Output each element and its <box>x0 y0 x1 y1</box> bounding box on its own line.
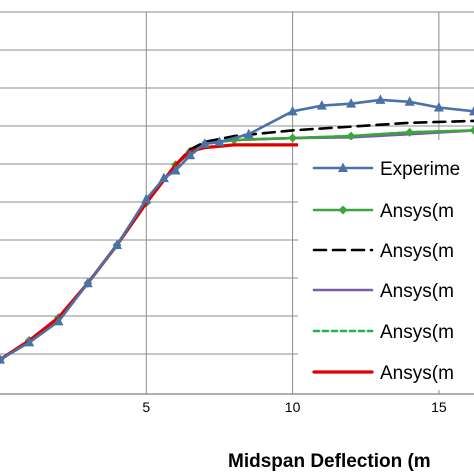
x-tick-label-5: 5 <box>142 399 150 415</box>
series-1-point-11 <box>214 136 225 146</box>
legend: Experime Ansys(m Ansys(m Ansys(m Ansys(m Ansy… <box>298 140 474 390</box>
series-1-point-7 <box>158 172 169 183</box>
series-1-point-14 <box>316 100 327 110</box>
series-lines <box>0 94 474 365</box>
series-1-point-2 <box>24 336 35 347</box>
series-1-point-3 <box>53 315 64 326</box>
series-1-point-15 <box>346 98 357 108</box>
series-1-point-8 <box>170 165 181 175</box>
series-1-point-10 <box>199 138 210 148</box>
series-1-point-6 <box>141 193 152 204</box>
legend-entry-5: Ansys(m <box>312 322 454 343</box>
legend-entry-4: Ansys(m <box>312 281 454 302</box>
legend-label-6: Ansys(m <box>380 363 454 384</box>
series-1-point-16 <box>375 94 386 104</box>
legend-entry-3: Ansys(m <box>312 241 454 262</box>
legend-label-3: Ansys(m <box>380 241 454 262</box>
series-1 <box>0 94 474 364</box>
x-axis-label: Midspan Deflection (m <box>228 451 431 472</box>
series-1-point-18 <box>433 102 444 112</box>
legend-entry-6: Ansys(m <box>312 363 454 384</box>
legend-label-1: Experime <box>380 159 460 180</box>
x-tick-labels: 5 10 15 <box>142 399 446 415</box>
legend-label-5: Ansys(m <box>380 322 454 343</box>
series-1-point-9 <box>185 149 196 160</box>
legend-marker-1 <box>338 162 348 172</box>
legend-entry-2: Ansys(m <box>312 201 454 222</box>
legend-label-4: Ansys(m <box>380 281 454 302</box>
legend-marker-2 <box>338 205 348 215</box>
legend-entry-1: Experime <box>312 159 460 180</box>
legend-box <box>298 140 474 390</box>
legend-label-2: Ansys(m <box>380 201 454 222</box>
series-1-point-17 <box>404 96 415 106</box>
series-1-point-4 <box>82 277 93 288</box>
series-1-point-1 <box>0 354 5 364</box>
series-1-point-19 <box>469 105 474 116</box>
x-tick-label-15: 15 <box>431 399 447 415</box>
series-2-point-12 <box>346 131 356 141</box>
x-tick-label-10: 10 <box>285 399 301 415</box>
series-1-point-12 <box>243 128 254 139</box>
series-2-point-13 <box>405 127 415 137</box>
series-1-point-13 <box>287 105 298 116</box>
series-2-point-14 <box>469 125 474 135</box>
series-2-point-11 <box>288 133 298 143</box>
series-1-point-5 <box>112 239 123 250</box>
